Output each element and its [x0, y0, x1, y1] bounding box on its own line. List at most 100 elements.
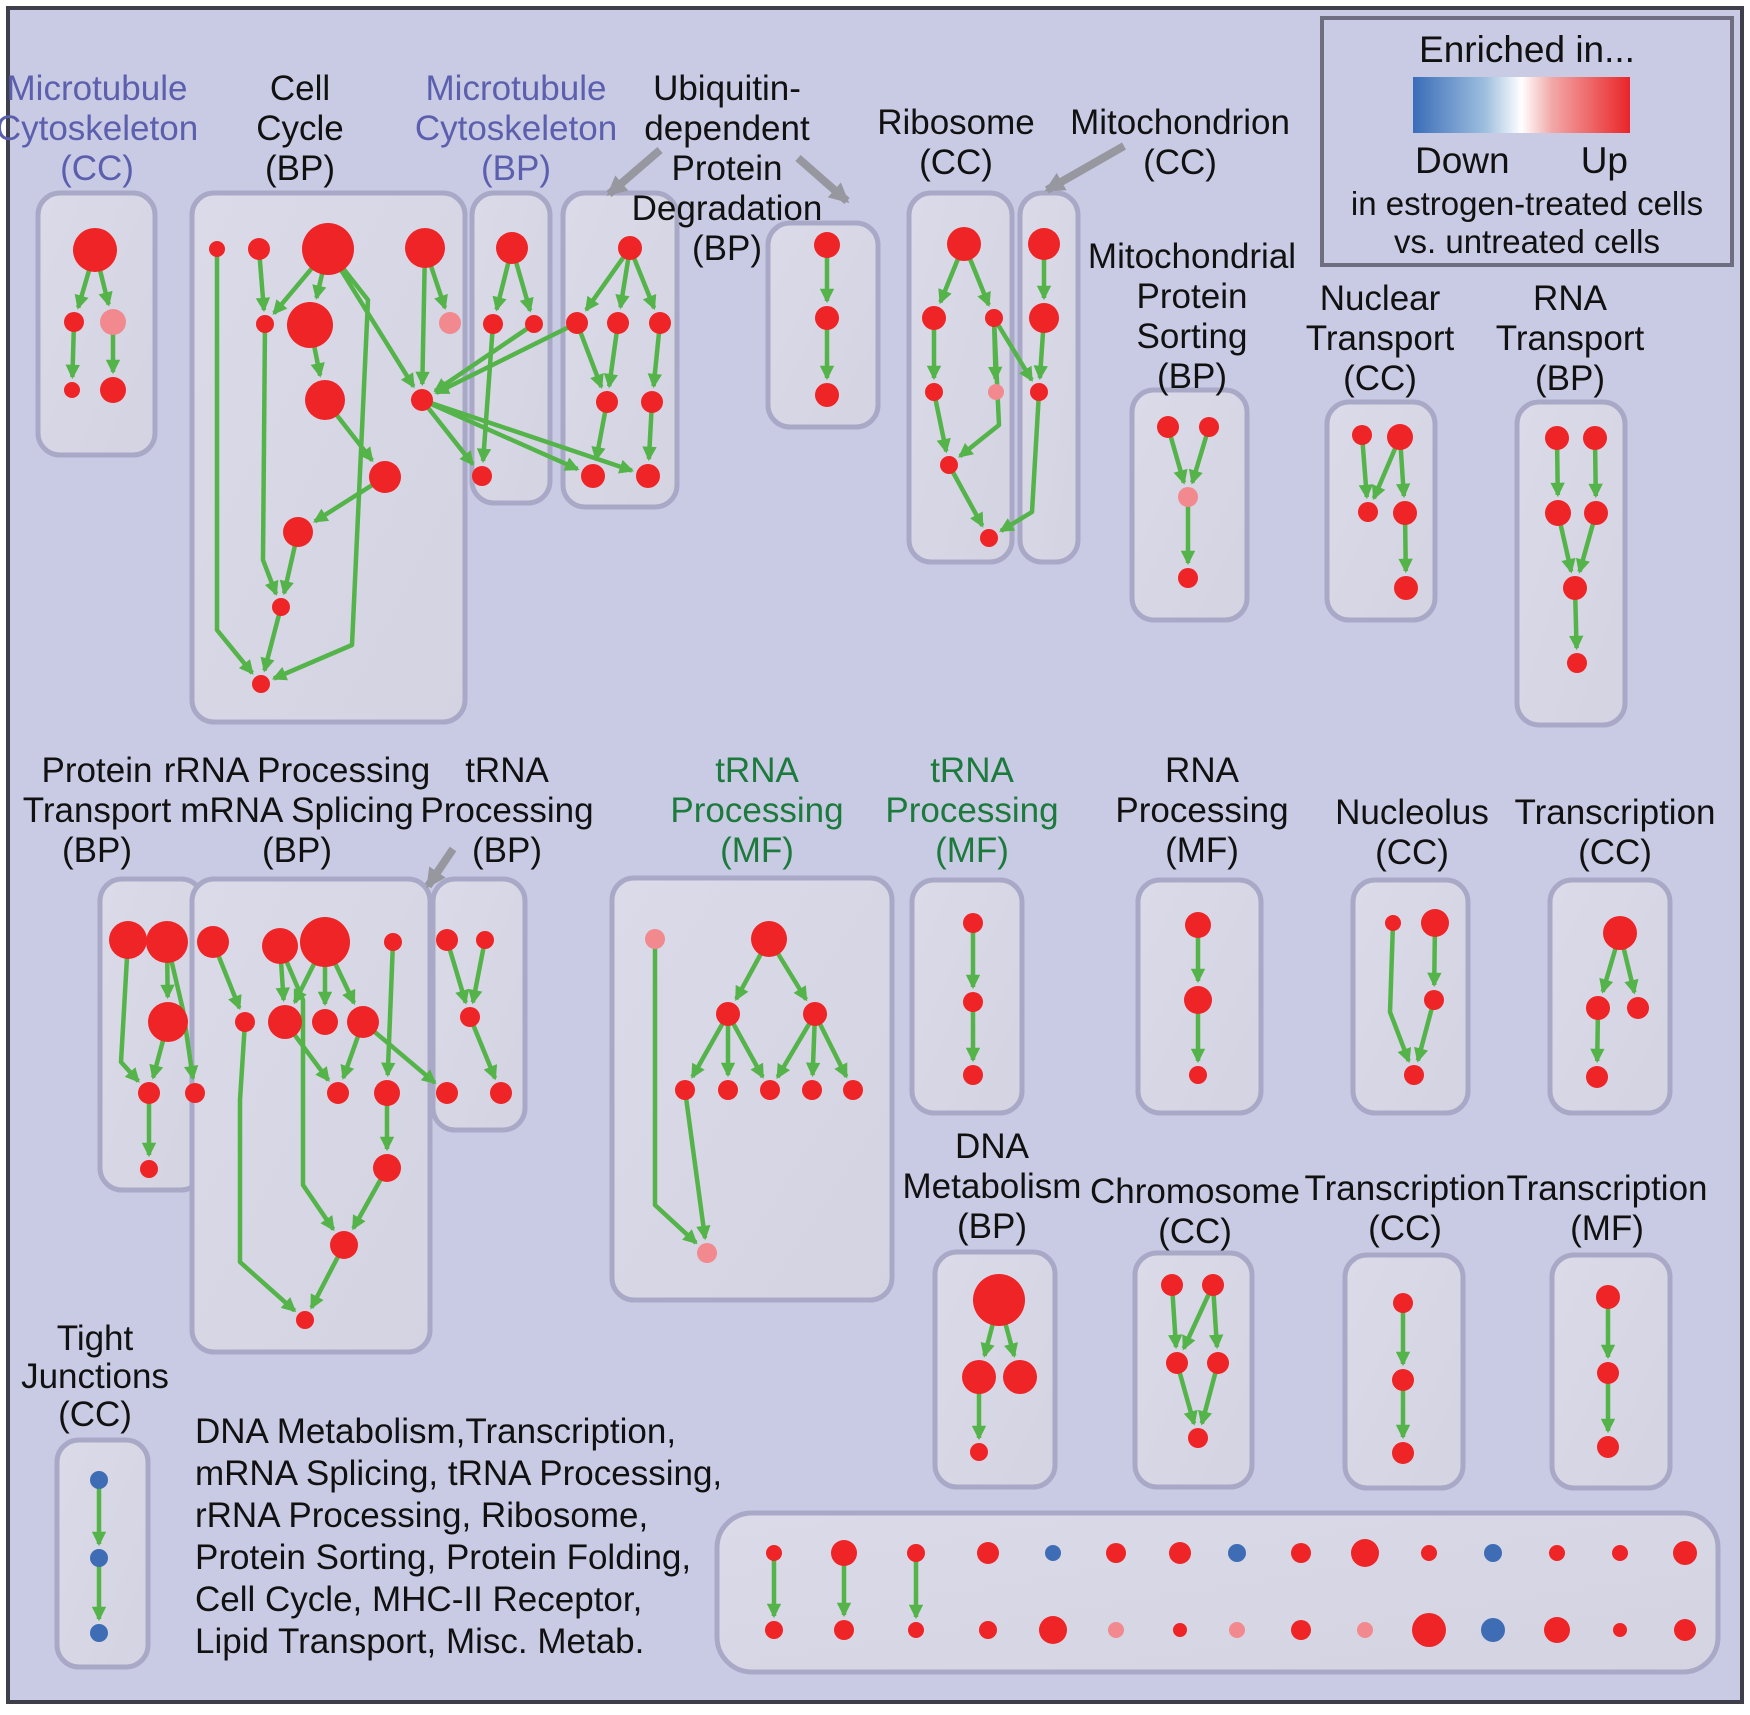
edge — [476, 323, 496, 464]
go-term-node-red — [268, 1005, 302, 1039]
go-term-node-red — [1567, 653, 1587, 673]
go-term-node-red — [1003, 1360, 1037, 1394]
go-term-node-red — [1393, 1293, 1413, 1313]
go-term-node-blue — [90, 1549, 108, 1567]
cluster-label-line: (MF) — [1570, 1209, 1644, 1248]
go-term-node-red — [977, 1542, 999, 1564]
go-term-node-red — [1291, 1620, 1311, 1640]
go-term-node-blue — [1045, 1545, 1061, 1561]
cluster-label-line: Ubiquitin- — [653, 69, 801, 108]
edge — [260, 606, 284, 673]
edge — [237, 1021, 297, 1313]
cluster-label-line: (CC) — [1143, 143, 1217, 182]
edge — [271, 247, 371, 681]
cluster-dna-metabolism-box — [932, 1249, 1058, 1490]
legend-up-label: Up — [1581, 140, 1628, 181]
go-term-node-red — [1352, 425, 1372, 445]
go-term-node-red — [1188, 1428, 1208, 1448]
go-term-node-red — [73, 228, 117, 272]
misc-cluster-list-line: DNA Metabolism,Transcription, — [195, 1412, 676, 1451]
cluster-nuclear-transport-box — [1324, 399, 1438, 623]
go-term-node-red — [1584, 501, 1608, 525]
cluster-label-line: (CC) — [1375, 833, 1449, 872]
go-term-node-red — [209, 241, 225, 257]
edge — [467, 1016, 498, 1081]
go-term-node-red — [1028, 228, 1060, 260]
cluster-label-line: Microtubule — [426, 69, 607, 108]
edge — [434, 320, 579, 395]
cluster-chromosome-box — [1132, 1250, 1255, 1490]
go-term-node-red — [405, 228, 445, 268]
cluster-label-line: Processing — [1115, 791, 1288, 830]
go-term-node-red — [922, 306, 946, 330]
cluster-label-line: Mitochondrion — [1070, 103, 1290, 142]
cluster-label-line: Transport — [1306, 319, 1455, 358]
go-term-node-blue — [90, 1624, 108, 1642]
cluster-label-line: Ribosome — [877, 103, 1035, 142]
go-term-node-red — [1613, 1623, 1627, 1637]
go-term-node-pink — [988, 384, 1004, 400]
go-term-node-red — [525, 315, 543, 333]
go-term-node-red — [472, 466, 492, 486]
cluster-label-line: Cytoskeleton — [415, 109, 617, 148]
go-term-node-red — [1393, 501, 1417, 525]
cluster-label-line: Cytoskeleton — [0, 109, 198, 148]
go-term-node-red — [140, 1160, 158, 1178]
cluster-label-line: rRNA Processing — [164, 751, 430, 790]
go-term-node-red — [1597, 1436, 1619, 1458]
edge — [947, 463, 985, 528]
go-term-node-red — [436, 1082, 458, 1104]
go-term-node-red — [962, 1360, 996, 1394]
go-term-node-red — [940, 456, 958, 474]
go-term-node-red — [1412, 1613, 1446, 1647]
cluster-label-line: dependent — [644, 109, 810, 148]
go-term-node-red — [947, 227, 981, 261]
cluster-nucleolus-box — [1350, 877, 1471, 1116]
go-term-node-red — [649, 312, 671, 334]
edge — [1387, 922, 1412, 1064]
go-term-node-pink — [1229, 1622, 1245, 1638]
go-term-node-red — [1202, 1274, 1224, 1296]
go-term-node-pink — [645, 929, 665, 949]
go-term-node-red — [1421, 909, 1449, 937]
label-pointer-arrow-icon — [424, 846, 457, 889]
go-term-node-red — [751, 921, 787, 957]
go-term-node-red — [1106, 1543, 1126, 1563]
go-term-node-red — [1597, 1362, 1619, 1384]
cluster-label-line: Mitochondrial — [1088, 237, 1296, 276]
go-term-node-red — [1424, 990, 1444, 1010]
go-term-node-red — [1603, 916, 1637, 950]
cluster-label-line: (CC) — [1158, 1212, 1232, 1251]
cluster-label-line: (CC) — [1578, 833, 1652, 872]
edge — [584, 246, 632, 312]
go-term-node-blue — [1484, 1544, 1502, 1562]
edge — [690, 1012, 730, 1079]
go-term-node-blue — [1481, 1618, 1505, 1642]
cluster-ribosome-box — [906, 190, 1015, 565]
cluster-label-line: (CC) — [919, 143, 993, 182]
go-term-node-red — [1166, 1352, 1188, 1374]
go-term-node-red — [985, 309, 1003, 327]
go-term-node-red — [185, 1083, 205, 1103]
go-term-node-red — [1404, 1065, 1424, 1085]
cluster-label-line: (BP) — [472, 831, 542, 870]
go-term-node-red — [490, 1082, 512, 1104]
go-term-node-red — [272, 598, 290, 616]
go-term-node-red — [312, 1009, 338, 1035]
legend-down-label: Down — [1415, 140, 1510, 181]
edge — [775, 1012, 817, 1079]
edge — [277, 945, 336, 1232]
go-term-node-red — [1351, 1539, 1379, 1567]
go-term-node-red — [1545, 500, 1571, 526]
go-term-node-red — [963, 1065, 983, 1085]
cluster-label-line: Processing — [670, 791, 843, 830]
cluster-label-line: Microtubule — [7, 69, 188, 108]
go-term-node-red — [1039, 1616, 1067, 1644]
go-term-node-red — [607, 312, 629, 334]
go-term-node-pink — [439, 312, 461, 334]
edge — [1181, 1284, 1216, 1351]
label-pointer-arrow-icon — [1044, 142, 1126, 194]
go-term-node-red — [374, 1080, 400, 1106]
go-term-node-red — [1178, 568, 1198, 588]
cluster-label-line: (CC) — [1368, 1209, 1442, 1248]
